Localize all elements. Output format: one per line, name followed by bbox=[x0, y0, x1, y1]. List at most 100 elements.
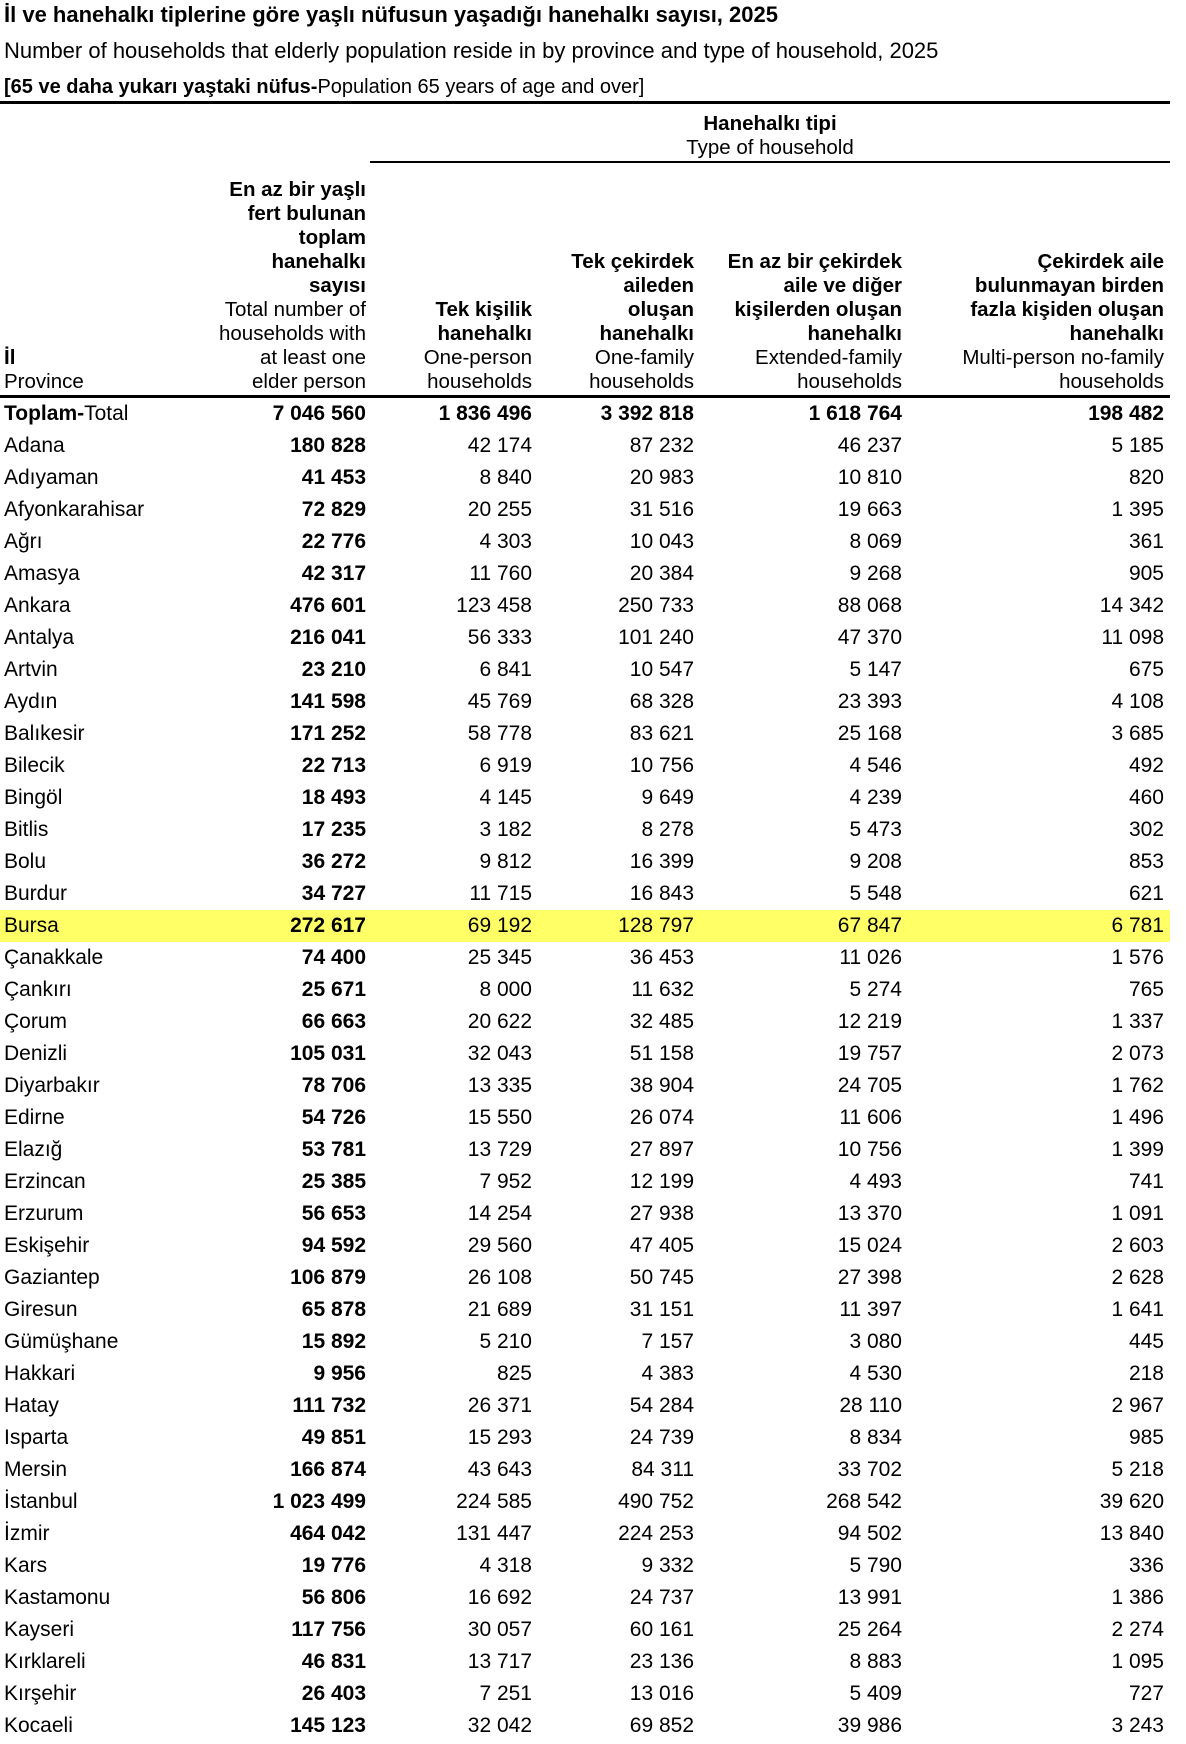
multi-person-households: 5 185 bbox=[1111, 434, 1164, 457]
total-households: 66 663 bbox=[301, 1010, 366, 1033]
column-header-line-turkish: Tek kişilik bbox=[435, 298, 532, 321]
multi-person-households: 13 840 bbox=[1099, 1522, 1164, 1545]
multi-person-households: 2 073 bbox=[1111, 1042, 1164, 1065]
one-person-households: 69 192 bbox=[467, 914, 532, 937]
one-family-households: 7 157 bbox=[641, 1330, 694, 1353]
column-header-province-english: Province bbox=[4, 370, 84, 393]
column-header-line-english: One-family bbox=[594, 346, 694, 369]
column-header-line-turkish: hanehalkı bbox=[1069, 322, 1164, 345]
total-households: 23 210 bbox=[301, 658, 366, 681]
table-row: Gümüşhane 15 892 5 210 7 157 3 080 445 bbox=[0, 1326, 1170, 1358]
one-family-households: 60 161 bbox=[629, 1618, 694, 1641]
total-households: 26 403 bbox=[301, 1682, 366, 1705]
one-family-households: 11 632 bbox=[631, 978, 694, 1001]
column-header-line-turkish: Tek çekirdek bbox=[571, 250, 694, 273]
one-family-households: 23 136 bbox=[629, 1650, 694, 1673]
province-name: Bilecik bbox=[4, 754, 65, 777]
column-header-line-turkish: toplam bbox=[298, 226, 366, 249]
extended-family-households: 47 370 bbox=[837, 626, 902, 649]
total-households: 166 874 bbox=[290, 1458, 366, 1481]
table-row: Isparta 49 851 15 293 24 739 8 834 985 bbox=[0, 1422, 1170, 1454]
extended-family-households: 33 702 bbox=[837, 1458, 902, 1481]
province-name: Amasya bbox=[4, 562, 80, 585]
table-row: Artvin 23 210 6 841 10 547 5 147 675 bbox=[0, 654, 1170, 686]
one-person-households: 26 371 bbox=[467, 1394, 532, 1417]
one-person-households: 13 717 bbox=[467, 1650, 532, 1673]
province-name: Kırklareli bbox=[4, 1650, 86, 1673]
total-label-turkish: Toplam- bbox=[4, 402, 85, 425]
table-row: Amasya 42 317 11 760 20 384 9 268 905 bbox=[0, 558, 1170, 590]
one-person-households: 11 715 bbox=[469, 882, 532, 905]
multi-person-households: 1 762 bbox=[1111, 1074, 1164, 1097]
extended-family-households: 23 393 bbox=[837, 690, 902, 713]
one-person-households: 11 760 bbox=[469, 562, 532, 585]
column-header-province: İl Province bbox=[4, 346, 84, 394]
column-header-line-english: households with bbox=[218, 322, 366, 345]
total-label-english: Total bbox=[84, 402, 129, 425]
multi-person-households: 4 108 bbox=[1111, 690, 1164, 713]
one-person-households: 29 560 bbox=[467, 1234, 532, 1257]
province-name: Ağrı bbox=[4, 530, 43, 553]
one-family-households: 27 938 bbox=[629, 1202, 694, 1225]
one-family-households: 9 649 bbox=[641, 786, 694, 809]
one-family-households: 10 043 bbox=[629, 530, 694, 553]
column-header-line-english: households bbox=[1059, 370, 1164, 393]
table-row: Mersin 166 874 43 643 84 311 33 702 5 218 bbox=[0, 1454, 1170, 1486]
province-name: Çankırı bbox=[4, 978, 72, 1001]
multi-person-households: 985 bbox=[1128, 1426, 1164, 1449]
total-row: Toplam-Total 7 046 560 1 836 496 3 392 8… bbox=[0, 398, 1170, 430]
total-households: 17 235 bbox=[301, 818, 366, 841]
table-row: Kocaeli 145 123 32 042 69 852 39 986 3 243 bbox=[0, 1710, 1170, 1742]
total-households: 56 653 bbox=[301, 1202, 366, 1225]
extended-family-households: 5 790 bbox=[849, 1554, 902, 1577]
total-households: 74 400 bbox=[301, 946, 366, 969]
multi-person-households: 1 576 bbox=[1111, 946, 1164, 969]
column-header-line-turkish: hanehalkı bbox=[437, 322, 532, 345]
extended-family-households: 4 530 bbox=[849, 1362, 902, 1385]
one-family-households: 31 151 bbox=[629, 1298, 694, 1321]
total-households: 145 123 bbox=[290, 1714, 366, 1737]
table-row: Aydın 141 598 45 769 68 328 23 393 4 108 bbox=[0, 686, 1170, 718]
one-person-households: 7 251 bbox=[479, 1682, 532, 1705]
extended-family-households: 25 264 bbox=[837, 1618, 902, 1641]
column-header-line-english: Extended-family bbox=[755, 346, 902, 369]
extended-family-households: 4 493 bbox=[849, 1170, 902, 1193]
one-person-households: 45 769 bbox=[467, 690, 532, 713]
province-name: Kocaeli bbox=[4, 1714, 73, 1737]
extended-family-households: 8 883 bbox=[849, 1650, 902, 1673]
one-family-households: 84 311 bbox=[631, 1458, 694, 1481]
province-name: Adana bbox=[4, 434, 65, 457]
extended-family-households: 4 546 bbox=[849, 754, 902, 777]
table-row: Kırşehir 26 403 7 251 13 016 5 409 727 bbox=[0, 1678, 1170, 1710]
multi-person-households: 741 bbox=[1128, 1170, 1164, 1193]
subtitle-turkish: [65 ve daha yukarı yaştaki nüfus- bbox=[4, 76, 318, 98]
column-header-line-english: Total number of bbox=[224, 298, 366, 321]
data-table-body: Toplam-Total 7 046 560 1 836 496 3 392 8… bbox=[0, 398, 1170, 1742]
one-family-households: 26 074 bbox=[629, 1106, 694, 1129]
table-row: Afyonkarahisar 72 829 20 255 31 516 19 663 1 … bbox=[0, 494, 1170, 526]
total-households: 7 046 560 bbox=[272, 402, 366, 425]
multi-person-households: 302 bbox=[1128, 818, 1164, 841]
one-family-households: 10 547 bbox=[629, 658, 694, 681]
province-name: Gaziantep bbox=[4, 1266, 100, 1289]
multi-person-households: 675 bbox=[1128, 658, 1164, 681]
one-family-households: 10 756 bbox=[629, 754, 694, 777]
column-header-line-turkish: bulunmayan birden bbox=[974, 274, 1164, 297]
extended-family-households: 25 168 bbox=[837, 722, 902, 745]
total-extended-family: 1 618 764 bbox=[808, 402, 902, 425]
province-name: Burdur bbox=[4, 882, 68, 905]
column-header-line-english: elder person bbox=[252, 370, 366, 393]
province-name: Balıkesir bbox=[4, 722, 85, 745]
one-person-households: 26 108 bbox=[467, 1266, 532, 1289]
multi-person-households: 1 095 bbox=[1111, 1650, 1164, 1673]
one-family-households: 20 983 bbox=[629, 466, 694, 489]
multi-person-households: 218 bbox=[1128, 1362, 1164, 1385]
extended-family-households: 5 147 bbox=[849, 658, 902, 681]
province-name: Erzurum bbox=[4, 1202, 84, 1225]
province-name: İstanbul bbox=[4, 1490, 78, 1513]
province-name: Eskişehir bbox=[4, 1234, 90, 1257]
one-family-households: 20 384 bbox=[629, 562, 694, 585]
total-one-person: 1 836 496 bbox=[438, 402, 532, 425]
total-households: 22 713 bbox=[301, 754, 366, 777]
total-households: 42 317 bbox=[301, 562, 366, 585]
